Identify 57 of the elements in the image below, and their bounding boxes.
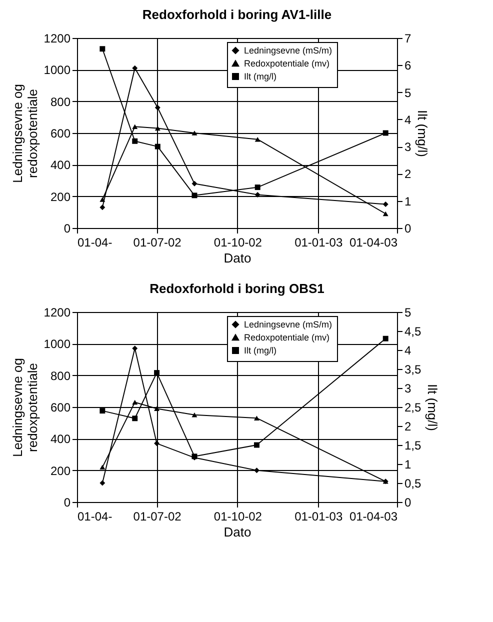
y2-tick-label: 3 — [404, 382, 412, 396]
y2-tick-label: 2,5 — [404, 400, 422, 414]
y2-tick-label: 4,5 — [404, 324, 422, 338]
y2-axis-title: Ilt (mg/l) — [425, 384, 440, 431]
y-tick-label: 1200 — [44, 32, 71, 46]
y-tick-label: 200 — [50, 190, 71, 204]
chart-title: Redoxforhold i boring OBS1 — [150, 281, 324, 296]
y2-tick-label: 0 — [404, 222, 412, 236]
y2-tick-label: 1,5 — [404, 438, 422, 452]
y2-tick-label: 3,5 — [404, 362, 422, 376]
x-axis-title: Dato — [224, 524, 252, 540]
chart-title: Redoxforhold i boring AV1-lille — [142, 7, 332, 22]
y-tick-label: 200 — [50, 464, 71, 478]
x-tick-label: 01-10-02 — [214, 510, 262, 524]
legend-label: Redoxpotentiale (mv) — [244, 332, 330, 342]
y2-tick-label: 2 — [404, 420, 412, 434]
y2-tick-label: 1 — [404, 194, 412, 208]
y2-tick-label: 2 — [404, 167, 412, 182]
y-tick-label: 1200 — [44, 306, 71, 320]
y-tick-label: 1000 — [44, 63, 71, 78]
x-tick-label: 01-01-03 — [294, 236, 343, 250]
y-tick-label: 600 — [50, 400, 71, 414]
x-tick-label: 01-04- — [78, 510, 112, 524]
y2-tick-label: 0,5 — [404, 476, 422, 490]
y-tick-label: 1000 — [44, 337, 71, 352]
y2-tick-label: 5 — [404, 306, 412, 320]
y2-tick-label: 4 — [404, 344, 412, 358]
x-tick-label: 01-07-02 — [133, 510, 182, 524]
y-tick-label: 400 — [50, 158, 71, 172]
y-tick-label: 0 — [64, 496, 71, 510]
legend-label: Ledningsevne (mS/m) — [244, 46, 332, 56]
y2-axis-title: Ilt (mg/l) — [415, 110, 430, 157]
y-tick-label: 800 — [50, 94, 71, 109]
x-tick-label: 01-01-03 — [294, 510, 343, 524]
y2-tick-label: 0 — [404, 496, 412, 510]
legend-label: Ilt (mg/l) — [244, 346, 276, 356]
x-tick-label: 01-07-02 — [133, 236, 182, 250]
x-tick-label: 01-04-03 — [349, 236, 398, 250]
y2-tick-label: 4 — [404, 112, 412, 127]
y2-tick-label: 6 — [404, 58, 412, 73]
y-tick-label: 0 — [64, 222, 71, 236]
x-tick-label: 01-04- — [78, 236, 112, 250]
y2-tick-label: 7 — [404, 32, 412, 46]
y-tick-label: 400 — [50, 432, 71, 446]
legend-label: Ilt (mg/l) — [244, 72, 276, 82]
y2-tick-label: 1 — [404, 458, 412, 472]
y2-tick-label: 3 — [404, 140, 412, 154]
legend-label: Ledningsevne (mS/m) — [244, 320, 332, 330]
y-axis-title: Ledningsevne og redoxpotentiale — [10, 358, 40, 458]
y2-tick-label: 5 — [404, 86, 412, 100]
x-axis-title: Dato — [224, 250, 252, 266]
x-tick-label: 01-04-03 — [349, 510, 398, 524]
y-tick-label: 600 — [50, 126, 71, 140]
y-axis-title: Ledningsevne og redoxpotentiale — [10, 84, 40, 184]
y-tick-label: 800 — [50, 368, 71, 383]
x-tick-label: 01-10-02 — [214, 236, 262, 250]
legend-label: Redoxpotentiale (mv) — [244, 58, 330, 68]
